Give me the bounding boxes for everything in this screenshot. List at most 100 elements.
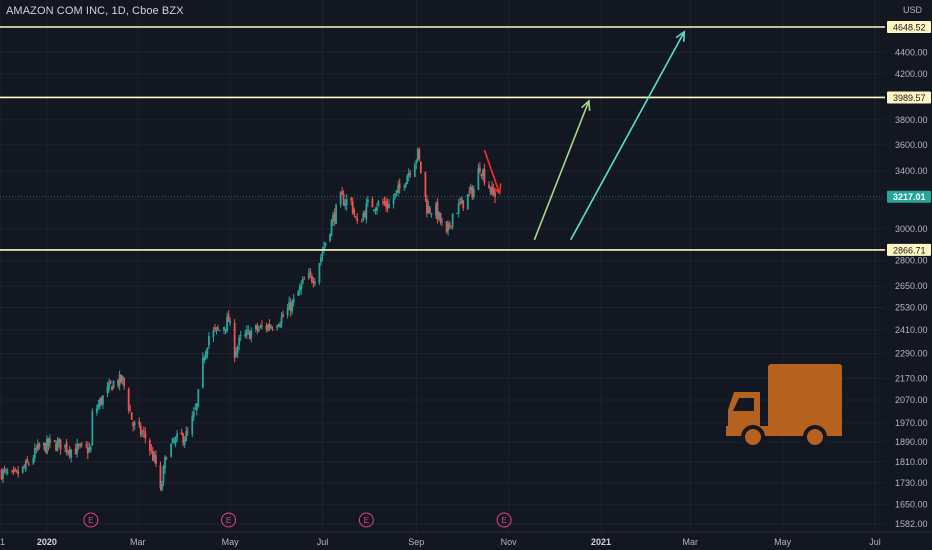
candle bbox=[301, 276, 304, 285]
candle bbox=[161, 480, 163, 492]
candle-body bbox=[374, 209, 377, 211]
candle-body bbox=[97, 404, 100, 409]
candle-body bbox=[59, 439, 62, 450]
candle bbox=[206, 347, 209, 359]
candle bbox=[429, 205, 431, 215]
candle bbox=[298, 283, 301, 296]
candle bbox=[106, 381, 109, 398]
candle bbox=[186, 427, 189, 436]
candle bbox=[151, 446, 154, 462]
candle bbox=[3, 465, 6, 474]
earnings-marker: E bbox=[83, 512, 99, 528]
candle-body bbox=[292, 298, 295, 303]
candle-body bbox=[112, 381, 115, 389]
candle-body bbox=[403, 186, 406, 188]
candle bbox=[24, 459, 27, 472]
price-tick-label: 1730.00 bbox=[895, 478, 928, 488]
symbol-title[interactable]: AMAZON COM INC, 1D, Cboe BZX bbox=[6, 5, 184, 17]
candle bbox=[282, 310, 284, 318]
candle bbox=[120, 374, 123, 384]
candle bbox=[438, 211, 440, 221]
candle bbox=[33, 443, 36, 462]
candle-body bbox=[65, 442, 68, 452]
candle-body bbox=[217, 327, 219, 329]
earnings-marker-label: E bbox=[88, 516, 93, 525]
candle-body bbox=[171, 438, 174, 443]
candle bbox=[208, 332, 210, 349]
candle-body bbox=[371, 198, 374, 208]
earnings-marker: E bbox=[358, 512, 374, 528]
candle-body bbox=[117, 380, 119, 386]
candle-body bbox=[106, 386, 109, 394]
candle-body bbox=[478, 167, 481, 173]
candle-body bbox=[280, 316, 283, 324]
candle bbox=[468, 186, 471, 197]
candle-body bbox=[256, 325, 259, 331]
candle bbox=[386, 198, 389, 213]
earnings-marker: E bbox=[496, 512, 512, 528]
candle-body bbox=[483, 168, 486, 184]
candle-body bbox=[32, 458, 35, 464]
candle bbox=[297, 290, 300, 296]
time-tick-label: 1 bbox=[0, 537, 5, 547]
candle bbox=[245, 325, 248, 340]
candle bbox=[85, 440, 88, 449]
candle-body bbox=[427, 205, 430, 214]
candle-body bbox=[86, 447, 89, 454]
candle-body bbox=[148, 440, 151, 451]
time-tick-label: Mar bbox=[130, 537, 146, 547]
price-tick-label: 3000.00 bbox=[895, 224, 928, 234]
candle bbox=[363, 210, 366, 218]
candle-body bbox=[14, 469, 17, 471]
teal-projection-arrow bbox=[570, 30, 686, 241]
price-tick-label: 2410.00 bbox=[895, 325, 928, 335]
candle bbox=[111, 385, 113, 391]
candle-body bbox=[373, 209, 375, 211]
candle-body bbox=[448, 223, 451, 227]
candle bbox=[318, 262, 321, 285]
candle-body bbox=[329, 233, 331, 241]
candle-body bbox=[17, 471, 20, 475]
currency-label[interactable]: USD bbox=[903, 5, 923, 15]
candle-body bbox=[215, 327, 218, 331]
candle-body bbox=[282, 314, 284, 317]
candle-body bbox=[192, 411, 195, 417]
candle bbox=[117, 378, 119, 389]
candle bbox=[303, 276, 306, 280]
candle bbox=[159, 461, 162, 491]
candle-body bbox=[239, 335, 242, 337]
candle-body bbox=[111, 385, 113, 391]
candle-body bbox=[130, 412, 133, 420]
candle-body bbox=[382, 201, 384, 204]
candle bbox=[356, 213, 359, 225]
candle-body bbox=[212, 330, 215, 337]
candle-body bbox=[195, 403, 198, 411]
candle-body bbox=[138, 421, 141, 425]
candle bbox=[59, 439, 62, 455]
candle-body bbox=[183, 439, 186, 445]
candle bbox=[180, 428, 183, 436]
candle-body bbox=[44, 443, 47, 453]
candle-body bbox=[312, 281, 315, 283]
candle-body bbox=[224, 328, 227, 330]
candle bbox=[477, 163, 480, 190]
candle bbox=[265, 322, 268, 333]
candle bbox=[67, 450, 70, 457]
candle bbox=[46, 435, 48, 455]
candle bbox=[247, 325, 250, 335]
candle-body bbox=[127, 388, 130, 411]
candle-body bbox=[386, 203, 389, 209]
last-price-label: 3217.01 bbox=[893, 192, 926, 202]
candle bbox=[345, 193, 348, 211]
candle bbox=[97, 399, 100, 411]
time-tick-label: 2021 bbox=[591, 537, 611, 547]
candle bbox=[385, 196, 387, 212]
candle bbox=[344, 199, 347, 210]
arrow-head bbox=[675, 30, 686, 42]
candle bbox=[394, 193, 397, 200]
candle-body bbox=[144, 432, 147, 438]
candle bbox=[99, 397, 101, 410]
candle-body bbox=[492, 188, 495, 193]
candle bbox=[43, 442, 45, 451]
